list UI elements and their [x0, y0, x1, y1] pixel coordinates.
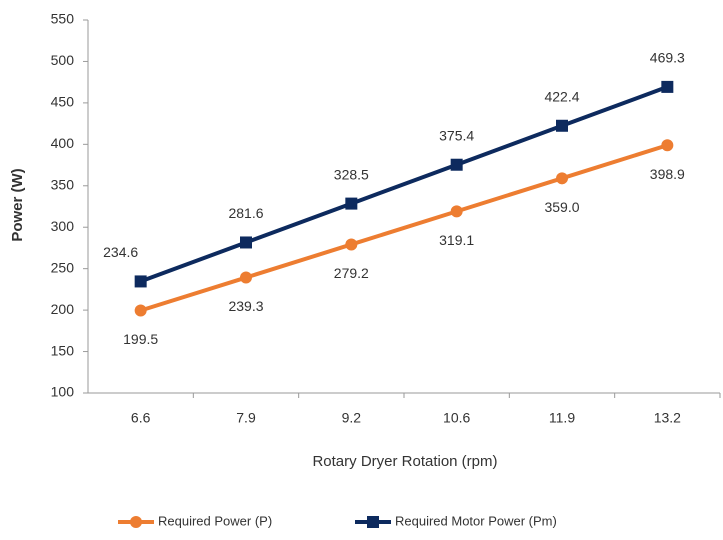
y-tick-label: 200 — [51, 301, 75, 317]
data-label: 319.1 — [439, 232, 474, 248]
marker — [240, 236, 252, 249]
legend-marker — [130, 516, 142, 528]
marker — [556, 119, 568, 132]
data-label: 328.5 — [334, 166, 369, 182]
legend-marker — [367, 516, 379, 528]
y-tick-label: 150 — [51, 342, 75, 358]
data-label: 234.6 — [103, 244, 138, 260]
legend-label: Required Motor Power (Pm) — [395, 513, 557, 528]
marker — [134, 275, 147, 288]
y-tick-label: 550 — [51, 11, 75, 27]
data-label: 375.4 — [439, 127, 474, 143]
x-axis-title: Rotary Dryer Rotation (rpm) — [312, 453, 497, 470]
data-label: 239.3 — [228, 298, 263, 314]
y-tick-label: 250 — [51, 259, 75, 275]
data-label: 422.4 — [544, 88, 579, 104]
data-label: 199.5 — [123, 331, 158, 347]
line — [140, 143, 668, 313]
marker — [661, 139, 674, 152]
data-label: 398.9 — [650, 166, 685, 182]
legend-label: Required Power (P) — [158, 513, 272, 528]
y-tick-label: 400 — [51, 135, 75, 151]
y-tick-label: 500 — [51, 52, 75, 68]
x-tick-label: 6.6 — [131, 410, 151, 426]
x-tick-label: 11.9 — [549, 410, 575, 426]
data-label: 281.6 — [228, 205, 263, 221]
marker — [450, 158, 463, 171]
marker — [240, 271, 252, 284]
x-tick-label: 7.9 — [236, 410, 256, 426]
y-tick-label: 100 — [51, 384, 75, 400]
x-tick-label: 9.2 — [342, 410, 362, 426]
data-label: 279.2 — [334, 265, 369, 281]
line — [139, 85, 669, 284]
marker — [450, 205, 463, 218]
data-label: 469.3 — [650, 50, 685, 66]
y-tick-label: 300 — [51, 218, 75, 234]
data-label: 359.0 — [544, 199, 579, 215]
y-axis-title: Power (W) — [9, 168, 26, 241]
y-tick-label: 350 — [51, 176, 75, 192]
x-tick-label: 13.2 — [654, 410, 681, 426]
marker — [345, 197, 358, 210]
x-tick-label: 10.6 — [443, 410, 470, 426]
y-tick-label: 450 — [51, 94, 75, 110]
marker — [134, 304, 147, 317]
marker — [345, 238, 358, 251]
marker — [661, 80, 674, 93]
marker — [556, 172, 568, 185]
